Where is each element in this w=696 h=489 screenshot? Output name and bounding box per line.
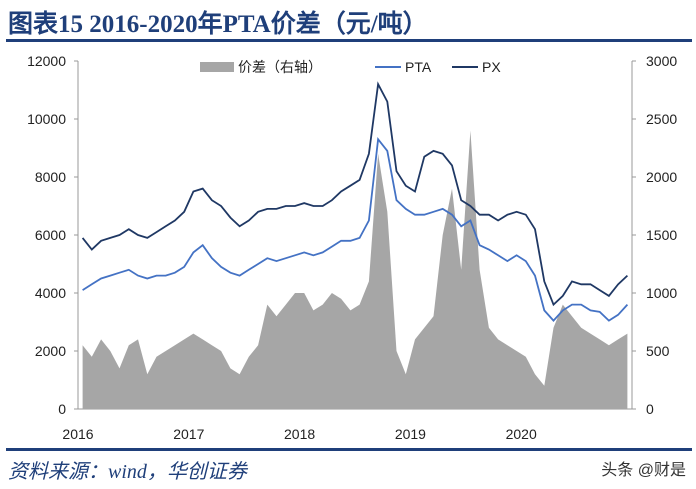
- spread-area: [82, 130, 628, 409]
- source-divider: [6, 448, 692, 451]
- left-tick-label: 2000: [35, 343, 66, 359]
- left-tick-label: 10000: [27, 111, 66, 127]
- right-tick-label: 1500: [646, 227, 677, 243]
- px-line: [81, 81, 629, 307]
- left-tick-label: 4000: [35, 285, 66, 301]
- left-tick-label: 0: [58, 401, 66, 417]
- pta-line: [82, 137, 629, 322]
- x-tick-label: 2019: [395, 426, 426, 442]
- right-tick-label: 3000: [646, 53, 677, 69]
- source-note: 资料来源：wind，华创证券: [8, 461, 247, 483]
- title-divider: [6, 39, 692, 42]
- left-tick-label: 8000: [35, 169, 66, 185]
- x-tick-label: 2016: [62, 426, 93, 442]
- left-tick-label: 6000: [35, 227, 66, 243]
- right-tick-label: 2000: [646, 169, 677, 185]
- right-tick-label: 1000: [646, 285, 677, 301]
- right-tick-label: 0: [646, 401, 654, 417]
- legend-label: PTA: [405, 59, 432, 75]
- legend-swatch-spread: [200, 62, 234, 72]
- right-tick-label: 2500: [646, 111, 677, 127]
- x-tick-label: 2018: [284, 426, 315, 442]
- legend-label: 价差（右轴）: [238, 59, 322, 75]
- left-tick-label: 12000: [27, 53, 66, 69]
- legend-label: PX: [482, 59, 501, 75]
- right-tick-label: 500: [646, 343, 670, 359]
- x-tick-label: 2020: [506, 426, 537, 442]
- x-tick-label: 2017: [173, 426, 204, 442]
- chart-title: 图表15 2016-2020年PTA价差（元/吨）: [8, 11, 428, 38]
- watermark: 头条 @财是: [601, 462, 686, 479]
